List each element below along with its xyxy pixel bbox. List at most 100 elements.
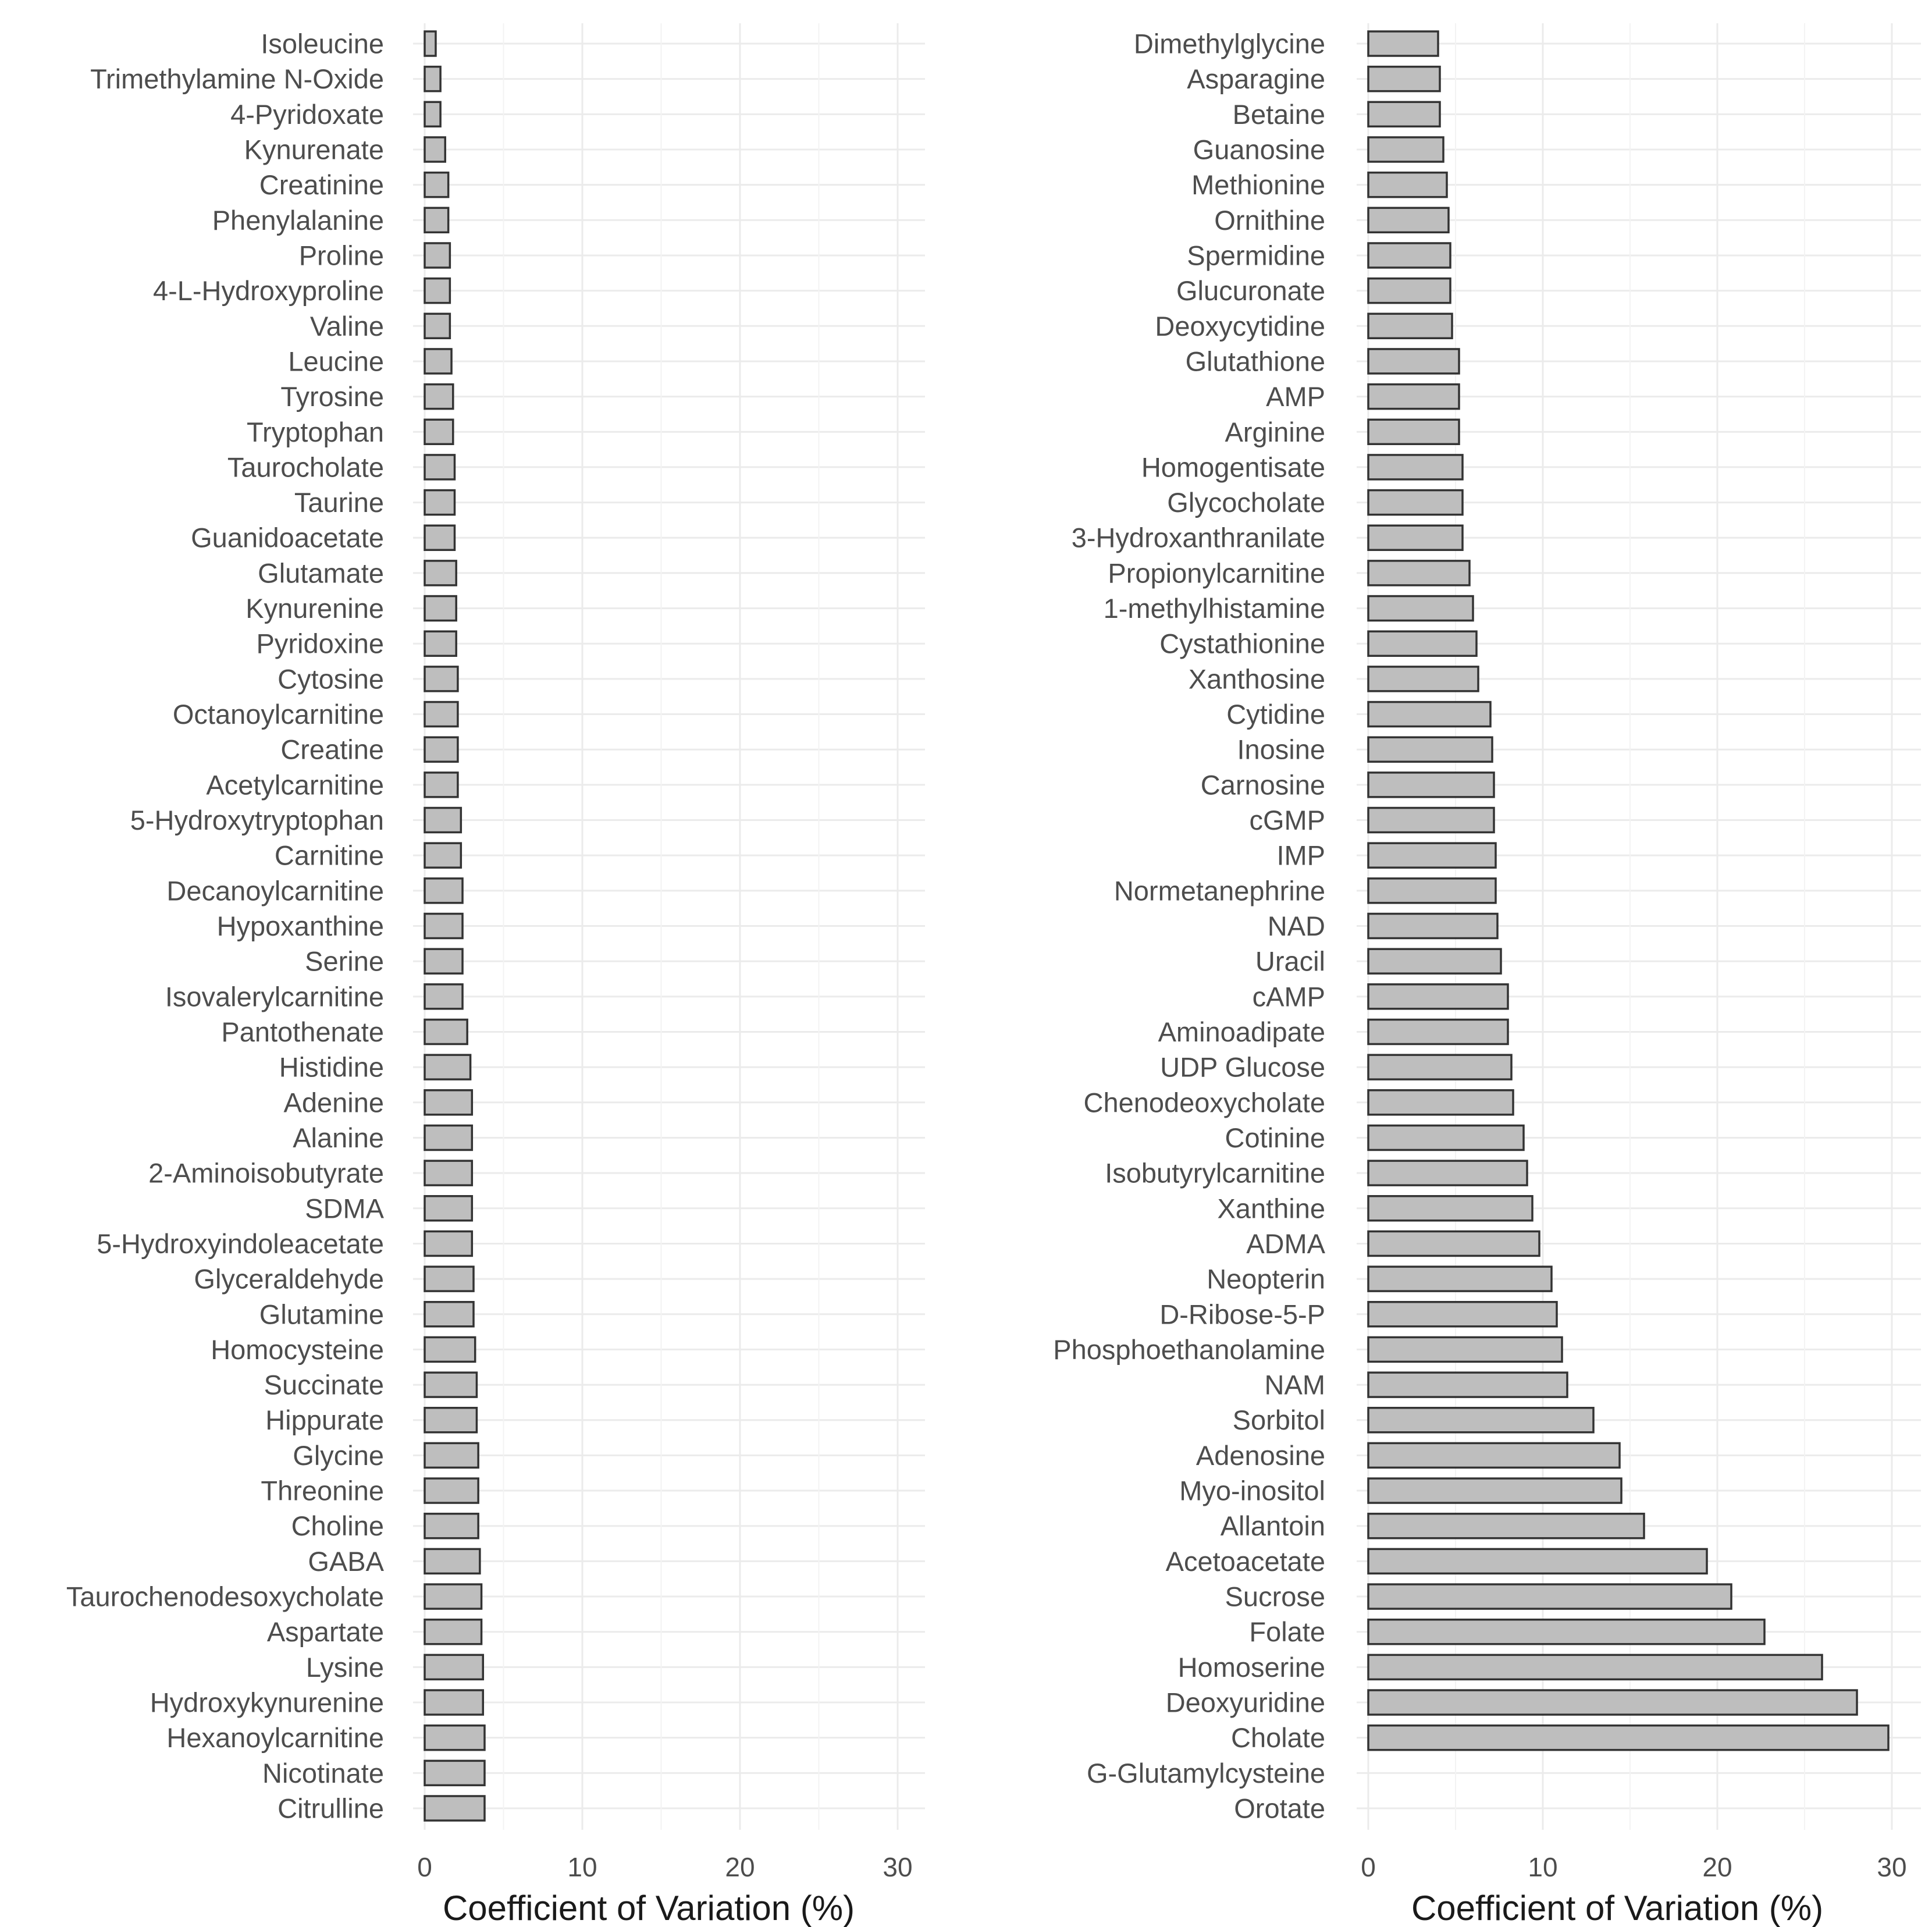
category-label: Isovalerylcarnitine <box>165 981 384 1012</box>
bar <box>424 242 451 269</box>
bar <box>424 595 457 622</box>
category-label: cAMP <box>1253 981 1325 1012</box>
category-label: Succinate <box>264 1370 384 1400</box>
bar <box>1367 1371 1568 1398</box>
category-label: Adenosine <box>1196 1440 1325 1471</box>
category-label: UDP Glucose <box>1160 1052 1325 1083</box>
bar <box>424 560 457 586</box>
category-label: Sorbitol <box>1233 1405 1325 1435</box>
bar <box>1367 312 1453 340</box>
bar <box>424 1724 486 1751</box>
bar <box>424 454 456 481</box>
category-label: Uracil <box>1255 946 1325 977</box>
category-label: Cholate <box>1231 1722 1325 1753</box>
x-tick-label: 30 <box>1877 1852 1906 1882</box>
x-tick-label: 30 <box>883 1852 912 1882</box>
category-label: Chenodeoxycholate <box>1084 1087 1325 1118</box>
category-label: Isobutyrylcarnitine <box>1105 1158 1325 1189</box>
bar <box>424 1795 486 1822</box>
category-label: Glucuronate <box>1176 275 1325 306</box>
bar <box>1367 418 1460 446</box>
bar <box>424 1654 485 1681</box>
category-label: Folate <box>1249 1616 1325 1647</box>
bar <box>1367 348 1460 375</box>
x-axis-title: Coefficient of Variation (%) <box>443 1889 855 1927</box>
bar <box>424 312 451 340</box>
category-label: Homocysteine <box>211 1334 384 1365</box>
bar <box>424 1442 479 1469</box>
category-label: Glycine <box>293 1440 384 1471</box>
category-label: ADMA <box>1246 1228 1325 1259</box>
bar <box>424 1160 474 1186</box>
bar <box>1367 242 1451 269</box>
category-label: Asparagine <box>1187 63 1325 94</box>
category-label: Guanosine <box>1193 134 1325 165</box>
bar <box>1367 630 1478 657</box>
category-label: Ornithine <box>1214 205 1325 236</box>
category-label: Aminoadipate <box>1158 1016 1325 1047</box>
category-label: Deoxycytidine <box>1155 311 1325 342</box>
category-label: Homogentisate <box>1141 451 1325 482</box>
category-label: Taurocholate <box>227 451 384 482</box>
category-label: cGMP <box>1249 805 1325 835</box>
bar <box>1367 277 1451 304</box>
bar <box>424 771 459 798</box>
bar <box>1367 383 1460 410</box>
bar <box>424 1759 486 1787</box>
bar <box>424 1618 483 1645</box>
category-label: Alanine <box>293 1122 384 1153</box>
bar <box>1367 1548 1708 1575</box>
bar <box>1367 524 1464 551</box>
category-label: Proline <box>299 240 384 271</box>
category-label: Decanoylcarnitine <box>166 875 384 906</box>
category-label: GABA <box>308 1546 384 1577</box>
category-label: Xanthine <box>1217 1193 1325 1224</box>
bar <box>1367 136 1444 163</box>
bar <box>1367 1406 1595 1434</box>
category-label: Orotate <box>1234 1793 1325 1824</box>
category-label: Xanthosine <box>1189 663 1325 694</box>
bar <box>424 1371 478 1398</box>
bar <box>1367 736 1493 763</box>
bar <box>424 207 450 234</box>
bar <box>424 348 453 375</box>
category-label: G-Glutamylcysteine <box>1087 1758 1325 1789</box>
category-label: Glyceraldehyde <box>194 1264 384 1295</box>
category-label: Creatine <box>280 734 384 765</box>
bar <box>424 1230 474 1257</box>
bar <box>1367 1160 1528 1186</box>
category-label: NAM <box>1265 1370 1325 1400</box>
category-label: Normetanephrine <box>1114 875 1325 906</box>
category-label: 1-methylhistamine <box>1104 593 1325 624</box>
category-label: Pantothenate <box>221 1016 384 1047</box>
category-label: Acetylcarnitine <box>206 769 384 800</box>
bar <box>1367 207 1450 234</box>
category-label: Arginine <box>1225 417 1325 447</box>
category-label: Leucine <box>288 346 384 376</box>
bar <box>424 701 459 728</box>
bar <box>1367 1018 1509 1046</box>
bar <box>1367 1442 1621 1469</box>
bar <box>1367 842 1497 869</box>
category-label: Hexanoylcarnitine <box>166 1722 384 1753</box>
category-label: AMP <box>1266 381 1325 412</box>
bar <box>1367 1477 1623 1504</box>
category-label: Cytosine <box>277 663 384 694</box>
category-label: Homoserine <box>1178 1652 1325 1683</box>
category-label: Aspartate <box>267 1616 384 1647</box>
bar <box>424 983 464 1010</box>
bar <box>1367 666 1479 692</box>
bar <box>1367 806 1495 834</box>
bar <box>1367 1689 1858 1716</box>
category-label: Carnitine <box>275 840 384 871</box>
bar <box>1367 454 1464 481</box>
bar <box>1367 30 1439 57</box>
category-label: Valine <box>310 311 384 342</box>
bar <box>1367 1195 1533 1222</box>
x-tick-label: 0 <box>1361 1852 1376 1882</box>
category-label: Citrulline <box>277 1793 384 1824</box>
bar <box>424 30 437 57</box>
category-label: Choline <box>291 1510 384 1541</box>
category-label: 2-Aminoisobutyrate <box>148 1158 384 1189</box>
bar <box>424 1054 472 1080</box>
